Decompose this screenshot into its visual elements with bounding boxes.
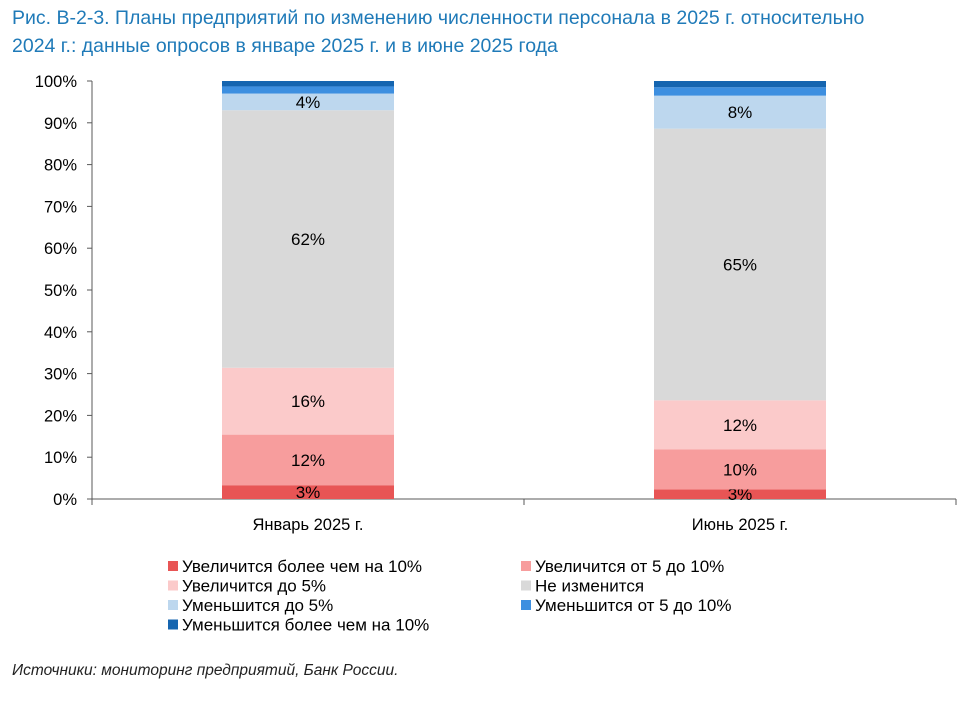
y-tick-label: 70% [44,198,77,216]
y-tick-label: 40% [44,324,77,342]
bar-segment-увеличится-более-чем-на-10 [654,489,826,499]
y-tick-label: 10% [44,449,77,467]
bar-segment-уменьшится-более-чем-на-10 [222,81,394,87]
legend-swatch-увеличится-до-5 [168,580,178,591]
data-label: 65% [723,256,757,275]
bar-segment-уменьшится-до-5 [222,93,394,111]
y-tick-label: 20% [44,407,77,425]
chart-title-line2: 2024 г.: данные опросов в январе 2025 г.… [12,35,558,57]
legend-label: Не изменится [535,577,644,596]
legend-label: Уменьшится от 5 до 10% [535,596,731,615]
bar-segment-не-изменится [654,128,826,401]
legend-swatch-увеличится-более-чем-на-10 [168,561,178,571]
bar-segment-уменьшится-до-5 [654,95,826,129]
chart-title: Рис. В-2-3. Планы предприятий по изменен… [12,4,972,60]
legend-label: Уменьшится до 5% [182,596,333,615]
data-label: 3% [728,485,753,504]
bar-segment-увеличится-более-чем-на-10 [222,485,394,499]
data-label: 4% [296,93,321,112]
data-label: 12% [723,416,757,435]
y-tick-label: 50% [44,282,77,300]
source-note: Источники: мониторинг предприятий, Банк … [12,662,399,679]
bar-segment-увеличится-до-5 [654,400,826,450]
data-label: 10% [723,460,757,479]
y-tick-label: 80% [44,157,77,175]
data-label: 12% [291,451,325,470]
data-label: 16% [291,392,325,411]
legend-label: Увеличится до 5% [182,577,326,596]
x-tick-label: Июнь 2025 г. [692,516,788,534]
chart-title-line1: Рис. В-2-3. Планы предприятий по изменен… [12,7,865,29]
y-tick-label: 0% [53,491,77,509]
bar-segment-увеличится-до-5 [222,367,394,435]
y-tick-label: 30% [44,366,77,384]
bar-segment-уменьшится-от-5-до-10 [222,86,394,94]
bar-segment-уменьшится-от-5-до-10 [654,87,826,96]
legend-label: Увеличится от 5 до 10% [535,557,724,576]
legend-swatch-уменьшится-до-5 [168,600,178,610]
data-label: 62% [291,230,325,249]
bar-segment-увеличится-от-5-до-10 [222,434,394,486]
y-tick-label: 90% [44,115,77,133]
bar-segment-не-изменится [222,110,394,368]
legend-label: Увеличится более чем на 10% [182,557,422,576]
legend-swatch-не-изменится [521,580,531,591]
x-tick-label: Январь 2025 г. [252,516,363,534]
data-label: 3% [296,483,321,502]
legend-swatch-уменьшится-более-чем-на-10 [168,619,178,630]
y-tick-label: 100% [35,73,78,91]
bar-segment-уменьшится-более-чем-на-10 [654,81,826,88]
y-tick-label: 60% [44,240,77,258]
legend-swatch-увеличится-от-5-до-10 [521,561,531,571]
legend-swatch-уменьшится-от-5-до-10 [521,600,531,610]
data-label: 8% [728,103,753,122]
bar-segment-увеличится-от-5-до-10 [654,449,826,490]
legend-label: Уменьшится более чем на 10% [182,616,429,635]
